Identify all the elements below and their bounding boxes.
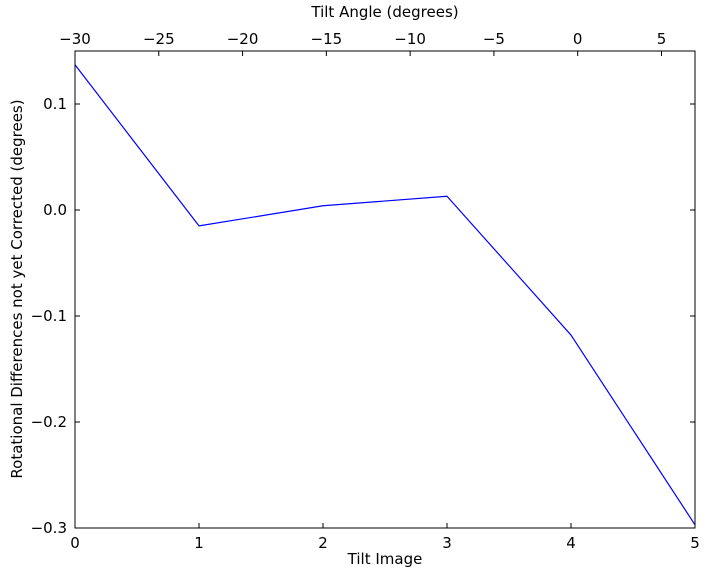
x-tick-label: 5 [690, 534, 700, 552]
x-tick-label: 4 [566, 534, 576, 552]
plot-frame [74, 50, 696, 529]
x-axis-title: Tilt Image [347, 550, 423, 568]
x-tick-label: 0 [70, 534, 80, 552]
top-tick-label: −15 [311, 30, 343, 48]
y-tick-label: −0.3 [31, 519, 67, 537]
top-tick-label: −10 [394, 30, 426, 48]
y-axis-title: Rotational Differences not yet Corrected… [8, 99, 26, 479]
top-tick-label: 5 [657, 30, 667, 48]
x-tick-label: 1 [194, 534, 204, 552]
top-tick-label: −5 [483, 30, 505, 48]
y-tick-label: 0.1 [43, 95, 67, 113]
top-tick-label: −25 [143, 30, 175, 48]
x-tick-label: 2 [318, 534, 328, 552]
top-tick-label: −30 [59, 30, 91, 48]
top-axis-title: Tilt Angle (degrees) [311, 3, 459, 21]
top-tick-label: −20 [227, 30, 259, 48]
y-tick-label: −0.2 [31, 413, 67, 431]
x-tick-label: 3 [442, 534, 452, 552]
top-tick-label: 0 [573, 30, 583, 48]
y-tick-label: −0.1 [31, 307, 67, 325]
plot-background [75, 51, 695, 528]
data-line [74, 64, 696, 526]
y-tick-label: 0.0 [43, 201, 67, 219]
